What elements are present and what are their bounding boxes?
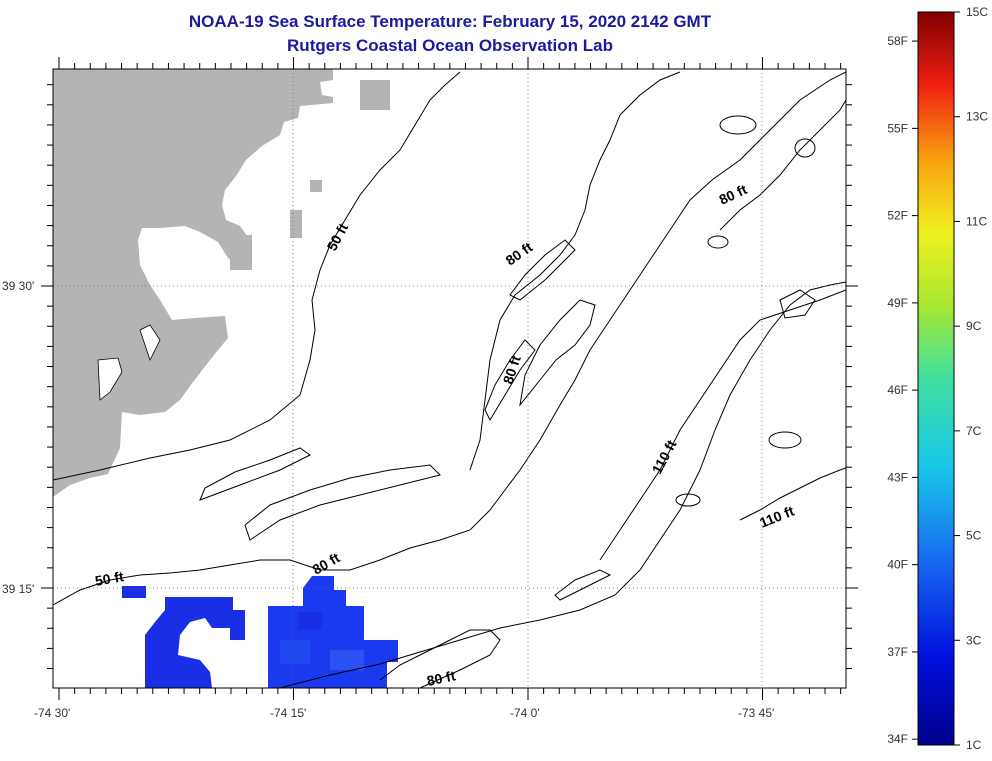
land-patch: [360, 80, 390, 110]
colorbar-label: 11C: [966, 214, 987, 228]
graticule: [53, 69, 846, 688]
contour-label: 50 ft: [94, 568, 125, 589]
land-patch: [95, 330, 145, 360]
bay: [97, 357, 123, 401]
axis-ticks: [41, 57, 858, 700]
lon-label: -74 15': [270, 706, 306, 720]
colorbar-label: 3C: [966, 633, 982, 647]
land-mass: [53, 69, 333, 497]
land-patch: [310, 180, 322, 192]
colorbar-label: 49F: [887, 296, 908, 310]
colorbar-label: 40F: [887, 558, 908, 572]
colorbar-label: 43F: [887, 470, 908, 484]
colorbar-label: 1C: [966, 738, 982, 752]
colorbar-label: 13C: [966, 110, 988, 124]
lon-label: -73 45': [738, 706, 774, 720]
colorbar-label: 9C: [966, 319, 982, 333]
colorbar-label: 5C: [966, 529, 982, 543]
land-patch: [230, 235, 252, 270]
colorbar-label: 52F: [887, 209, 908, 223]
land-patch: [290, 210, 302, 238]
colorbar-label: 58F: [887, 34, 908, 48]
map-subtitle: Rutgers Coastal Ocean Observation Lab: [287, 36, 613, 55]
lon-label: -74 0': [510, 706, 540, 720]
bathymetry-contours: [53, 71, 846, 688]
colorbar-label: 37F: [887, 645, 908, 659]
colorbar-label: 55F: [887, 121, 908, 135]
colorbar-labels: 15C 13C 11C 9C 7C 5C 3C 1C 58F 55F 52F 49F 46F 43F 40F…: [887, 5, 988, 752]
colorbar-label: 34F: [887, 732, 908, 746]
contour-label: 80 ft: [425, 667, 457, 689]
lat-label: 39 30': [2, 279, 34, 293]
map-title: NOAA-19 Sea Surface Temperature: Februar…: [188, 12, 712, 31]
lat-label: 39 15': [2, 582, 34, 596]
lon-label: -74 30': [34, 706, 70, 720]
colorbar-label: 46F: [887, 383, 908, 397]
colorbar-label: 7C: [966, 424, 982, 438]
colorbar-label: 15C: [966, 5, 988, 19]
sst-pixels: [122, 576, 398, 688]
bay: [139, 324, 161, 362]
colorbar: [917, 11, 955, 746]
